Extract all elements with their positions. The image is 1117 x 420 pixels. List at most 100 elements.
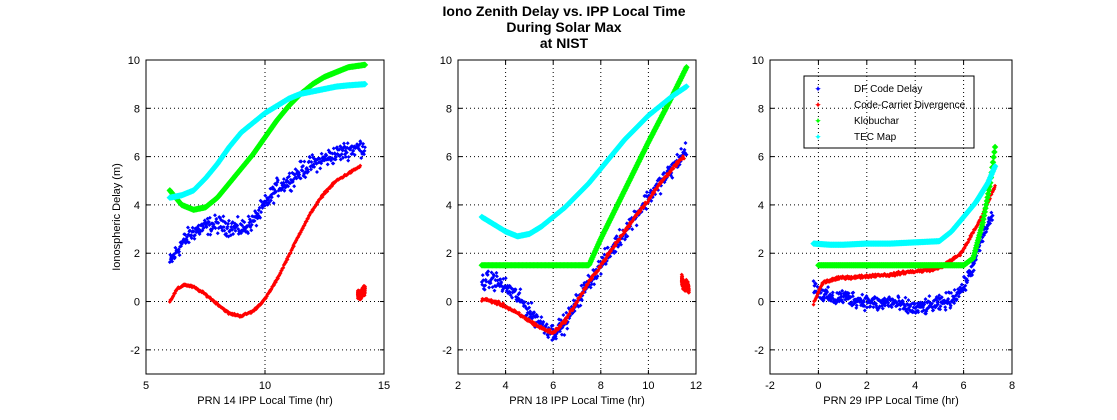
- prn14-point-df-code-delay: [189, 236, 194, 241]
- prn18-ytick-label: 0: [446, 297, 452, 309]
- prn14-ytick-label: 4: [134, 200, 140, 212]
- prn14-point-df-code-delay: [221, 214, 226, 219]
- prn14-point-df-code-delay: [258, 215, 263, 220]
- prn14-point-df-code-delay: [226, 221, 231, 226]
- prn14-point-df-code-delay: [213, 213, 217, 218]
- prn14-point-df-code-delay: [192, 233, 197, 238]
- prn14-point-df-code-delay: [213, 226, 218, 231]
- legend-label-klobuchar: Klobuchar: [854, 116, 900, 127]
- prn14-point-df-code-delay: [235, 214, 240, 219]
- prn14-point-df-code-delay: [260, 205, 265, 210]
- prn14-point-df-code-delay: [233, 228, 238, 233]
- prn18-x-axis-label: PRN 18 IPP Local Time (hr): [509, 395, 645, 407]
- prn14-point-df-code-delay: [275, 178, 280, 183]
- prn14-point-df-code-delay: [346, 154, 351, 159]
- prn14-point-df-code-delay: [185, 225, 190, 230]
- prn18-xtick-label: 2: [455, 380, 461, 392]
- prn14-point-df-code-delay: [309, 160, 314, 165]
- prn14-ytick-label: 0: [134, 297, 140, 309]
- prn14-point-df-code-delay: [338, 157, 343, 162]
- prn14-point-df-code-delay: [302, 159, 307, 164]
- prn14-point-df-code-delay: [249, 228, 254, 233]
- prn14-ytick-label: 2: [134, 248, 140, 260]
- prn14-xtick-label: 10: [259, 380, 271, 392]
- prn14-point-df-code-delay: [319, 151, 324, 156]
- prn14-point-code-carrier-divergence: [285, 257, 290, 262]
- prn14-point-df-code-delay: [362, 152, 367, 157]
- prn14-point-df-code-delay: [208, 232, 213, 237]
- prn14-point-df-code-delay: [333, 157, 338, 162]
- prn14-point-df-code-delay: [207, 215, 212, 220]
- legend-marker-df-code-delay: ✦: [814, 84, 822, 94]
- prn29-xtick-label: 0: [815, 380, 821, 392]
- prn14-point-df-code-delay: [226, 218, 231, 223]
- prn14-point-df-code-delay: [308, 167, 313, 172]
- prn14-y-axis-label: Ionospheric Delay (m): [111, 163, 123, 271]
- prn14-point-df-code-delay: [192, 236, 197, 241]
- prn14-point-df-code-delay: [287, 171, 292, 176]
- prn14-point-df-code-delay: [324, 153, 329, 158]
- legend-marker-tec-map: ✦: [814, 132, 822, 142]
- legend-marker-klobuchar: ✦: [814, 116, 822, 126]
- prn14-ytick-label: 6: [134, 152, 140, 164]
- legend-label-tec-map: TEC Map: [854, 132, 897, 143]
- prn14-point-df-code-delay: [215, 231, 220, 236]
- prn29-ytick-label: 2: [758, 248, 764, 260]
- prn29-xtick-label: 8: [1009, 380, 1015, 392]
- prn29-xtick-label: 2: [864, 380, 870, 392]
- prn14-ytick-label: 8: [134, 103, 140, 115]
- prn14-point-df-code-delay: [267, 200, 271, 205]
- prn18-ytick-label: 8: [446, 103, 452, 115]
- prn14-point-df-code-delay: [294, 176, 299, 181]
- prn14-point-code-carrier-divergence: [358, 163, 363, 168]
- prn14-point-df-code-delay: [177, 253, 182, 258]
- prn14-point-df-code-delay: [269, 195, 274, 200]
- prn29-xtick-label: 6: [961, 380, 967, 392]
- prn29-x-axis-label: PRN 29 IPP Local Time (hr): [823, 395, 959, 407]
- prn29-xtick-label: 4: [912, 380, 918, 392]
- prn14-point-df-code-delay: [183, 232, 188, 237]
- prn14-ytick-label: 10: [128, 55, 140, 67]
- prn14-point-df-code-delay: [204, 225, 209, 230]
- prn14-xtick-label: 5: [143, 380, 149, 392]
- prn18-ytick-label: 10: [440, 55, 452, 67]
- prn14-point-df-code-delay: [331, 161, 336, 166]
- prn29-ytick-label: 4: [758, 200, 764, 212]
- prn18-ytick-label: -2: [442, 345, 452, 357]
- prn14-point-df-code-delay: [298, 176, 303, 181]
- legend-label-df-code-delay: DF Code Delay: [854, 84, 922, 95]
- prn14-x-axis-label: PRN 14 IPP Local Time (hr): [197, 395, 333, 407]
- prn18-xtick-label: 10: [642, 380, 654, 392]
- prn14-point-df-code-delay: [214, 217, 219, 222]
- prn18-ytick-label: 6: [446, 152, 452, 164]
- title-line-1: Iono Zenith Delay vs. IPP Local Time: [443, 3, 686, 19]
- prn14-point-df-code-delay: [282, 188, 287, 193]
- prn14-point-df-code-delay: [362, 148, 367, 153]
- prn14-point-df-code-delay: [216, 220, 221, 225]
- prn14-point-df-code-delay: [254, 223, 259, 228]
- prn14-series-code-carrier-divergence: [167, 163, 363, 319]
- prn14-point-df-code-delay: [191, 229, 196, 234]
- prn29-ytick-label: 6: [758, 152, 764, 164]
- prn14-point-df-code-delay: [190, 225, 195, 230]
- prn14-series-code-carrier-divergence: [355, 283, 367, 302]
- prn14-point-df-code-delay: [206, 232, 210, 237]
- title-line-2: During Solar Max: [506, 19, 621, 35]
- prn14-point-df-code-delay: [257, 205, 262, 210]
- prn18-ytick-label: 4: [446, 200, 452, 212]
- prn14-point-df-code-delay: [197, 232, 202, 236]
- legend-marker-code-carrier-divergence: ✦: [814, 100, 822, 110]
- prn18-ytick-label: 2: [446, 248, 452, 260]
- prn14-point-df-code-delay: [352, 152, 357, 157]
- prn29-ytick-label: 0: [758, 297, 764, 309]
- prn29-xtick-label: -2: [765, 380, 775, 392]
- prn14-point-df-code-delay: [292, 184, 297, 189]
- prn14-point-df-code-delay: [221, 225, 226, 230]
- prn14-point-df-code-delay: [170, 259, 175, 264]
- prn14-xtick-label: 15: [378, 380, 390, 392]
- prn14-point-df-code-delay: [249, 222, 254, 227]
- prn14-point-df-code-delay: [268, 198, 273, 203]
- prn14-point-df-code-delay: [246, 231, 251, 236]
